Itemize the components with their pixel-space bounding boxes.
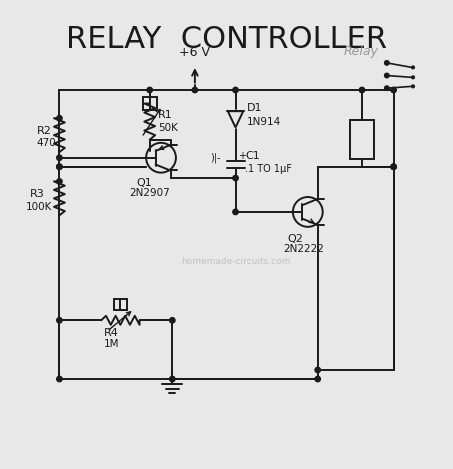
Circle shape: [57, 115, 62, 121]
Circle shape: [169, 376, 175, 382]
Text: +: +: [238, 151, 246, 161]
Circle shape: [391, 164, 396, 169]
Circle shape: [412, 76, 414, 79]
Circle shape: [57, 376, 62, 382]
Text: )|-: )|-: [211, 152, 221, 163]
Circle shape: [391, 87, 396, 93]
Text: R3: R3: [30, 189, 45, 199]
Text: D1: D1: [247, 103, 262, 113]
Circle shape: [315, 367, 320, 373]
Text: Q1: Q1: [136, 178, 152, 188]
Text: C1: C1: [246, 151, 260, 161]
Circle shape: [385, 61, 389, 65]
Text: 1M: 1M: [104, 339, 119, 349]
Circle shape: [233, 87, 238, 93]
Circle shape: [233, 175, 238, 181]
Bar: [350, 121, 374, 159]
Text: R1: R1: [158, 110, 173, 120]
Text: 50K: 50K: [158, 123, 178, 133]
Circle shape: [57, 179, 62, 184]
Circle shape: [57, 318, 62, 323]
Circle shape: [391, 164, 396, 169]
Circle shape: [169, 318, 175, 323]
Circle shape: [315, 376, 320, 382]
Circle shape: [57, 164, 62, 169]
Text: .1 TO 1μF: .1 TO 1μF: [246, 164, 292, 174]
Circle shape: [412, 85, 414, 88]
Bar: [143, 97, 157, 110]
Circle shape: [412, 66, 414, 69]
Circle shape: [359, 87, 365, 93]
Text: 2N2907: 2N2907: [130, 188, 170, 198]
Circle shape: [57, 164, 62, 169]
Bar: [114, 299, 127, 310]
Text: 100K: 100K: [25, 202, 52, 212]
Text: 1N914: 1N914: [247, 117, 281, 127]
Text: homemade-circuits.com: homemade-circuits.com: [181, 257, 290, 266]
Text: +6 V: +6 V: [179, 46, 210, 59]
Text: Q2: Q2: [288, 234, 304, 244]
Circle shape: [147, 87, 153, 93]
Text: 2N2222: 2N2222: [283, 244, 324, 254]
Text: R2: R2: [37, 126, 52, 136]
Circle shape: [385, 86, 389, 91]
Circle shape: [192, 87, 198, 93]
Text: R4: R4: [104, 328, 119, 338]
Text: RELAY  CONTROLLER: RELAY CONTROLLER: [66, 24, 387, 53]
Circle shape: [385, 73, 389, 78]
Circle shape: [233, 209, 238, 215]
Text: 470: 470: [37, 138, 57, 148]
Text: Relay: Relay: [344, 45, 379, 58]
Circle shape: [57, 155, 62, 160]
